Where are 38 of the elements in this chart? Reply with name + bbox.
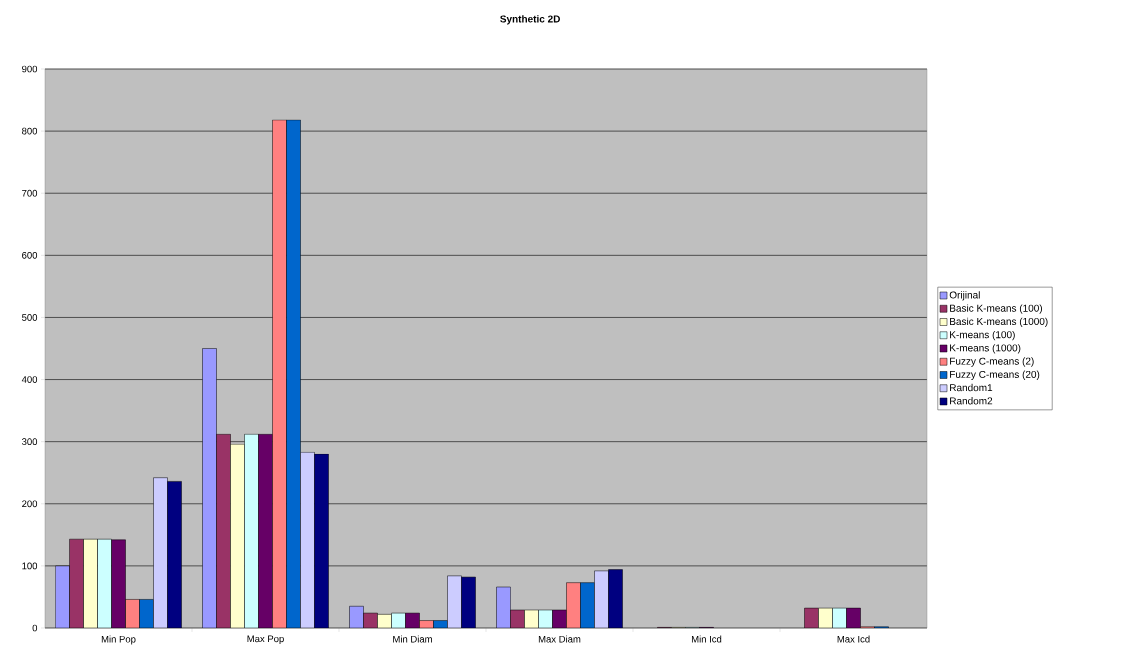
y-tick-label: 400 [21,376,38,383]
y-tick-label: 300 [21,438,38,446]
bar [244,433,259,628]
bar [55,565,70,628]
y-tick-label: 100 [22,562,38,570]
x-tick-label: Min Pop [101,635,136,645]
legend-label: Basic K-means (100) [950,304,1043,314]
legend-label: Orijinal [949,291,980,301]
legend-label: Fuzzy C-means (2) [950,357,1034,367]
bar [97,538,112,628]
x-tick-label: Max Diam [538,635,581,643]
bar [83,538,98,628]
chart-title: Synthetic 2D [500,15,560,25]
bar [69,538,84,628]
bar [272,119,287,628]
y-tick-label: 200 [22,500,38,508]
legend-label: K-means (100) [950,330,1015,341]
bar [202,348,217,628]
bar [111,539,126,628]
bar [230,443,245,628]
x-tick-label: Min Icd [691,635,722,643]
legend-label: Random1 [950,383,993,392]
legend-label: K-means (1000) [950,344,1021,354]
x-tick-label: Min Diam [393,635,432,643]
bar [258,433,273,628]
y-tick-label: 0 [32,624,38,632]
legend-label: Basic K-means (1000) [950,317,1048,327]
y-tick-label: 700 [22,189,38,197]
y-tick-label: 600 [22,251,38,259]
legend-label: Fuzzy C-means (20) [950,370,1040,380]
y-tick-label: 500 [22,314,38,321]
bar [566,582,581,628]
y-tick-label: 800 [22,127,38,135]
y-tick-label: 900 [22,65,38,73]
legend-label: Random2 [950,397,993,405]
bar [216,433,231,628]
x-tick-label: Max Pop [247,635,284,645]
x-tick-label: Max Icd [837,635,870,643]
